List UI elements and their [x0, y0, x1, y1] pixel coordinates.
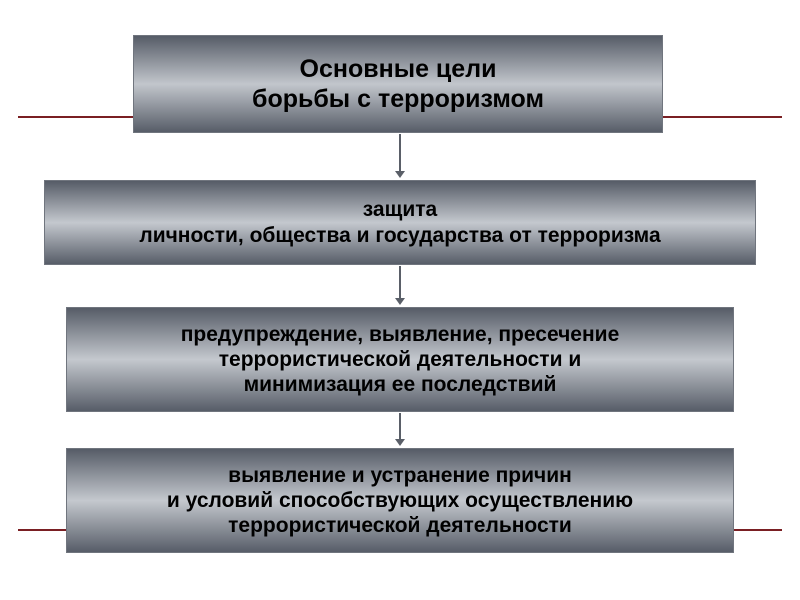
box-goal3-line-0: выявление и устранение причин — [167, 463, 633, 488]
box-goal3-line-2: террористической деятельности — [167, 513, 633, 538]
box-goal1: защиталичности, общества и государства о… — [44, 180, 756, 265]
accent-line-2 — [18, 529, 67, 531]
arrow-1 — [399, 266, 401, 299]
accent-line-0 — [18, 116, 134, 118]
box-goal1-line-0: защита — [139, 197, 660, 222]
box-goal3-line-1: и условий способствующих осуществлению — [167, 488, 633, 513]
box-goal3-text: выявление и устранение причини условий с… — [167, 463, 633, 539]
accent-line-3 — [733, 529, 782, 531]
arrow-2 — [399, 413, 401, 440]
box-goal2-line-2: минимизация ее последствий — [181, 372, 620, 397]
box-title-line-1: борьбы с терроризмом — [252, 84, 544, 114]
box-title-line-0: Основные цели — [252, 54, 544, 84]
box-goal2-line-1: террористической деятельности и — [181, 347, 620, 372]
box-goal2-line-0: предупреждение, выявление, пресечение — [181, 322, 620, 347]
accent-line-1 — [663, 116, 782, 118]
box-title-text: Основные целиборьбы с терроризмом — [252, 54, 544, 114]
box-goal1-line-1: личности, общества и государства от терр… — [139, 223, 660, 248]
diagram-stage: Основные целиборьбы с терроризмом защитал… — [0, 0, 800, 600]
box-goal1-text: защиталичности, общества и государства о… — [139, 197, 660, 247]
box-goal2: предупреждение, выявление, пресечениетер… — [66, 307, 734, 412]
box-goal2-text: предупреждение, выявление, пресечениетер… — [181, 322, 620, 398]
arrow-0 — [399, 134, 401, 172]
box-goal3: выявление и устранение причини условий с… — [66, 448, 734, 553]
box-title: Основные целиборьбы с терроризмом — [133, 35, 663, 133]
